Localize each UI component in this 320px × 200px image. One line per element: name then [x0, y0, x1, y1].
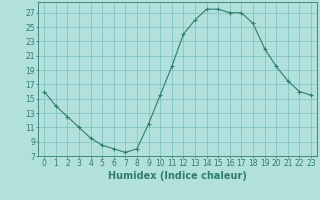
X-axis label: Humidex (Indice chaleur): Humidex (Indice chaleur) — [108, 171, 247, 181]
